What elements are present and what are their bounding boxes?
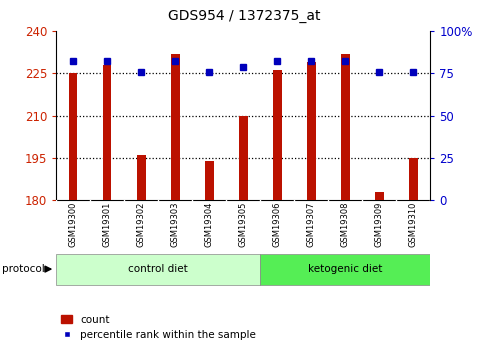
Text: GSM19304: GSM19304	[204, 201, 213, 247]
Bar	[260, 254, 429, 285]
Bar	[204, 161, 213, 200]
Text: GSM19306: GSM19306	[272, 201, 281, 247]
Bar	[340, 53, 349, 200]
Bar	[103, 65, 111, 200]
Bar	[171, 53, 179, 200]
Text: ketogenic diet: ketogenic diet	[307, 264, 382, 274]
Text: GSM19301: GSM19301	[102, 201, 112, 247]
Bar	[56, 254, 260, 285]
Text: GSM19307: GSM19307	[306, 201, 315, 247]
Bar	[306, 62, 315, 200]
Bar	[239, 116, 247, 200]
Text: GSM19308: GSM19308	[340, 201, 349, 247]
Bar	[408, 158, 417, 200]
Text: GSM19300: GSM19300	[69, 201, 78, 247]
Bar	[272, 70, 281, 200]
Text: protocol: protocol	[2, 264, 45, 274]
Text: GSM19305: GSM19305	[238, 201, 247, 247]
Bar	[374, 192, 383, 200]
Text: GDS954 / 1372375_at: GDS954 / 1372375_at	[168, 9, 320, 23]
Bar	[137, 155, 145, 200]
Bar	[69, 73, 77, 200]
Text: control diet: control diet	[128, 264, 188, 274]
Text: GSM19303: GSM19303	[170, 201, 180, 247]
Text: GSM19309: GSM19309	[374, 201, 383, 247]
Text: GSM19310: GSM19310	[408, 201, 417, 247]
Legend: count, percentile rank within the sample: count, percentile rank within the sample	[61, 315, 256, 340]
Text: GSM19302: GSM19302	[137, 201, 145, 247]
